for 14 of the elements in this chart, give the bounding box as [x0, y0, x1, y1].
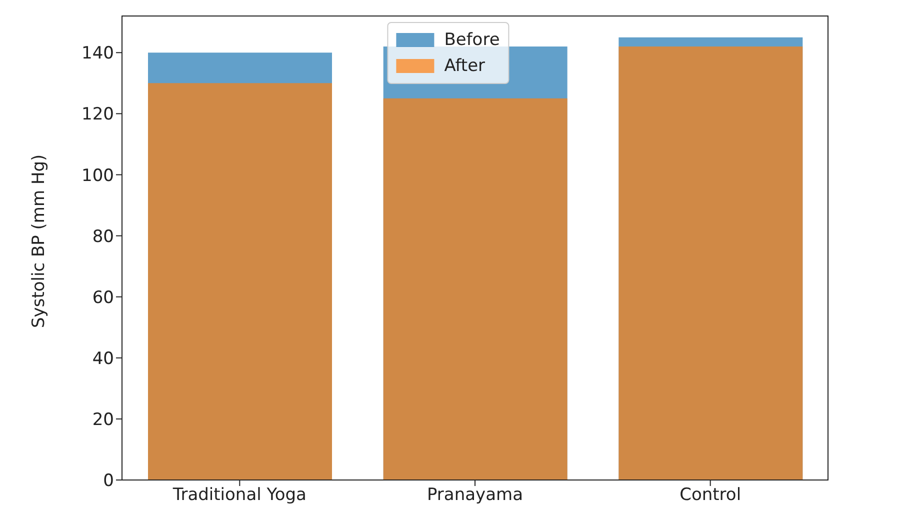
- y-tick-label: 60: [92, 288, 114, 308]
- y-tick-label: 120: [82, 104, 114, 125]
- legend-label: After: [444, 55, 486, 78]
- y-tick-label: 140: [82, 44, 114, 64]
- y-tick-label: 0: [103, 471, 114, 492]
- y-axis-title: Systolic BP (mm Hg): [29, 154, 50, 328]
- x-tick-label: Traditional Yoga: [172, 485, 306, 506]
- x-tick-label: Control: [680, 485, 742, 506]
- x-tick-label: Pranayama: [426, 485, 524, 506]
- y-tick-label: 80: [92, 226, 114, 247]
- y-tick-label: 100: [82, 166, 114, 186]
- legend-label: Before: [444, 29, 500, 52]
- y-tick-label: 40: [92, 348, 114, 369]
- y-tick-label: 20: [92, 410, 114, 430]
